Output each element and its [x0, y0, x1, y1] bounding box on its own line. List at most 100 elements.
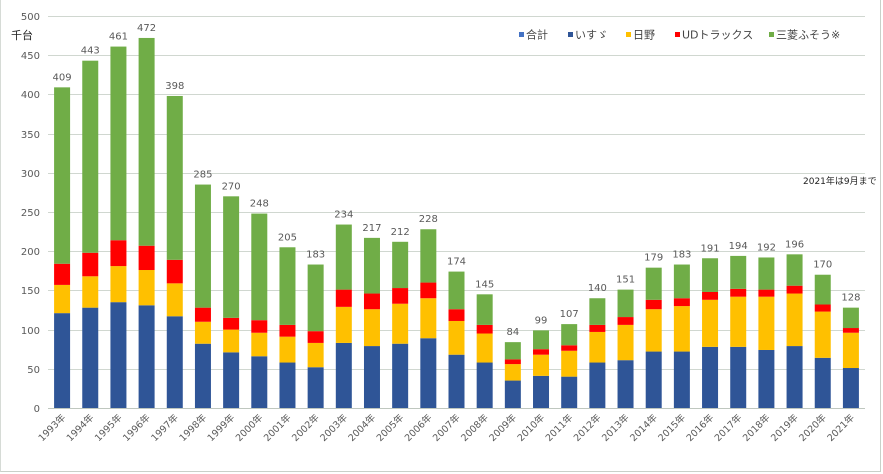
- x-tick-label: 2013年: [599, 411, 632, 444]
- x-tick-label: 2006年: [402, 411, 435, 444]
- x-tick-label: 2002年: [289, 411, 322, 444]
- bar-stack: [589, 298, 606, 408]
- y-tick-label: 450: [21, 51, 40, 62]
- bar-segment-ud-trucks: [504, 359, 521, 365]
- legend-item-mitsubishi-fuso[interactable]: 三菱ふそう※: [769, 29, 840, 42]
- bar-segment-hino: [251, 332, 268, 357]
- x-tick-label: 2012年: [571, 411, 604, 444]
- bar-segment-hino: [758, 296, 775, 350]
- total-data-label: 228: [419, 214, 438, 225]
- y-tick-label: 350: [21, 130, 40, 141]
- bar-segment-isuzu: [194, 343, 211, 408]
- bar-segment-isuzu: [166, 316, 183, 408]
- bar-segment-mitsubishi-fuso: [589, 298, 606, 325]
- x-tick-label: 1998年: [177, 411, 210, 444]
- x-tick-label: 2016年: [684, 411, 717, 444]
- legend: 合計 いすゞ 日野 UDトラックス 三菱ふそう※: [519, 28, 840, 42]
- x-tick-label: 2014年: [628, 411, 661, 444]
- bar-segment-mitsubishi-fuso: [335, 224, 352, 290]
- bar-segment-hino: [730, 296, 747, 347]
- x-tick-label: 2015年: [656, 411, 689, 444]
- total-data-label: 179: [644, 253, 663, 264]
- bar-stack: [504, 342, 521, 408]
- bar-segment-ud-trucks: [842, 328, 859, 333]
- bar-stack: [194, 184, 211, 408]
- bar-segment-mitsubishi-fuso: [194, 184, 211, 308]
- x-tick-label: 2020年: [797, 411, 830, 444]
- bar-segment-isuzu: [279, 362, 296, 408]
- bar-segment-ud-trucks: [786, 285, 803, 294]
- bar-segment-mitsubishi-fuso: [702, 258, 719, 292]
- x-tick-label: 2004年: [346, 411, 379, 444]
- legend-swatch-hino: [626, 32, 631, 37]
- total-data-label: 285: [193, 170, 212, 181]
- bar-segment-isuzu: [251, 356, 268, 408]
- x-tick-label: 1994年: [64, 411, 97, 444]
- bar-segment-hino: [138, 270, 155, 306]
- bar-stack: [448, 271, 465, 408]
- legend-label-total: 合計: [526, 28, 548, 42]
- bar-segment-mitsubishi-fuso: [673, 264, 690, 299]
- total-data-label: 170: [813, 260, 832, 271]
- bar-segment-ud-trucks: [645, 299, 662, 310]
- y-tick-label: 200: [21, 247, 40, 258]
- total-data-label: 443: [81, 46, 100, 57]
- y-tick-label: 400: [21, 90, 40, 101]
- legend-item-total[interactable]: 合計: [519, 28, 548, 42]
- bar-segment-mitsubishi-fuso: [363, 237, 380, 294]
- bar-stack: [363, 237, 380, 408]
- bar-segment-isuzu: [702, 346, 719, 408]
- bar-segment-ud-trucks: [392, 288, 409, 304]
- bar-segment-mitsubishi-fuso: [842, 307, 859, 329]
- bar-segment-mitsubishi-fuso: [420, 229, 437, 283]
- total-data-label: 461: [109, 32, 128, 43]
- bar-segment-mitsubishi-fuso: [617, 289, 634, 318]
- bar-segment-mitsubishi-fuso: [392, 241, 409, 289]
- bar-segment-isuzu: [138, 305, 155, 408]
- total-data-label: 140: [588, 283, 607, 294]
- bar-segment-mitsubishi-fuso: [279, 247, 296, 325]
- legend-item-isuzu[interactable]: いすゞ: [568, 29, 608, 42]
- bar-segment-mitsubishi-fuso: [54, 87, 71, 264]
- bar-segment-hino: [223, 329, 240, 353]
- bar-segment-isuzu: [504, 380, 521, 408]
- bar-stack: [307, 264, 324, 408]
- bar-segment-isuzu: [645, 351, 662, 408]
- y-tick-label: 150: [21, 286, 40, 297]
- x-tick-label: 2008年: [458, 411, 491, 444]
- bar-segment-ud-trucks: [617, 317, 634, 325]
- bar-segment-hino: [786, 293, 803, 347]
- bar-segment-isuzu: [617, 360, 634, 408]
- x-tick-label: 2009年: [487, 411, 520, 444]
- x-axis-labels: 1993年1994年1995年1996年1997年1998年1999年2000年…: [36, 411, 857, 444]
- bar-stack: [82, 60, 99, 408]
- total-data-label: 212: [391, 227, 410, 238]
- bar-segment-ud-trucks: [335, 289, 352, 307]
- total-data-label: 234: [334, 210, 353, 221]
- legend-item-hino[interactable]: 日野: [626, 29, 655, 42]
- bar-segment-ud-trucks: [54, 263, 71, 285]
- bar-stack: [110, 46, 127, 408]
- bar-segment-mitsubishi-fuso: [166, 95, 183, 260]
- x-tick-label: 1995年: [92, 411, 125, 444]
- bar-segment-hino: [533, 354, 550, 376]
- y-tick-label: 250: [21, 208, 40, 219]
- legend-item-ud-trucks[interactable]: UDトラックス: [675, 29, 753, 42]
- bar-segment-ud-trucks: [110, 240, 127, 267]
- bar-segment-isuzu: [54, 313, 71, 408]
- bar-segment-hino: [166, 283, 183, 317]
- bar-segment-hino: [448, 320, 465, 355]
- y-tick-label: 500: [21, 12, 40, 23]
- bar-segment-hino: [335, 306, 352, 343]
- bar-segment-ud-trucks: [702, 291, 719, 300]
- bar-segment-ud-trucks: [420, 282, 437, 299]
- total-data-label: 472: [137, 23, 156, 34]
- bar-stack: [138, 37, 155, 408]
- x-tick-label: 1993年: [36, 411, 69, 444]
- total-data-label: 205: [278, 232, 297, 243]
- bar-segment-hino: [279, 336, 296, 363]
- data-labels: 409 443 461 472 398 285 270 248 205 183 234 217 212 2…: [53, 23, 861, 338]
- x-tick-label: 2007年: [430, 411, 463, 444]
- bar-segment-mitsubishi-fuso: [448, 271, 465, 310]
